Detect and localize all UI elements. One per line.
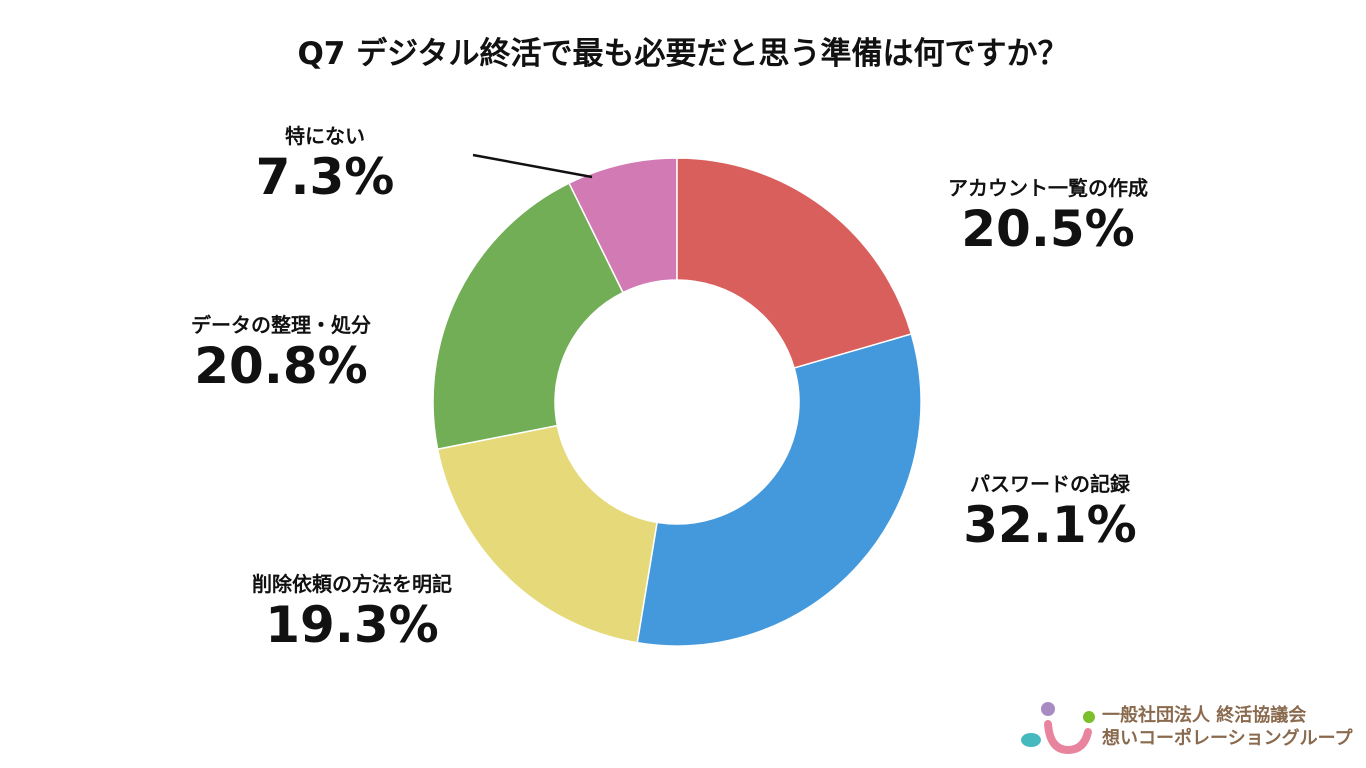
organization-logo: 一般社団法人 終活協議会 想いコーポレーショングループ — [1018, 700, 1358, 756]
slice-0 — [676, 157, 913, 369]
slice-label-name: 特にない — [284, 124, 365, 148]
slice-3 — [432, 182, 624, 451]
slice-label-1: パスワードの記録 32.1% — [963, 468, 1136, 553]
slice-label-value: 7.3% — [255, 148, 395, 206]
logo-mark-icon — [1021, 702, 1095, 755]
slice-label-name: アカウント一覧の作成 — [948, 176, 1148, 200]
slice-label-3: データの整理・処分 20.8% — [191, 309, 371, 394]
logo-line2: 想いコーポレーショングループ — [1102, 728, 1353, 749]
slice-label-name: パスワードの記録 — [970, 472, 1130, 496]
slice-2 — [436, 424, 659, 644]
slice-label-value: 20.8% — [194, 337, 368, 395]
slice-label-value: 20.5% — [961, 200, 1135, 258]
slice-label-name: 削除依頼の方法を明記 — [252, 572, 452, 596]
chart-title: Q7 デジタル終活で最も必要だと思う準備は何ですか？ — [297, 36, 1069, 72]
logo-line1: 一般社団法人 終活協議会 — [1102, 705, 1307, 726]
slice-1 — [636, 332, 922, 647]
slice-label-0: アカウント一覧の作成 20.5% — [948, 172, 1148, 257]
slice-label-value: 19.3% — [265, 596, 439, 654]
slice-label-value: 32.1% — [963, 496, 1137, 554]
slice-label-name: データの整理・処分 — [191, 313, 371, 337]
slice-label-4: 特にない 7.3% — [256, 120, 395, 205]
leader-line — [472, 153, 593, 179]
slice-label-2: 削除依頼の方法を明記 19.3% — [252, 568, 452, 653]
